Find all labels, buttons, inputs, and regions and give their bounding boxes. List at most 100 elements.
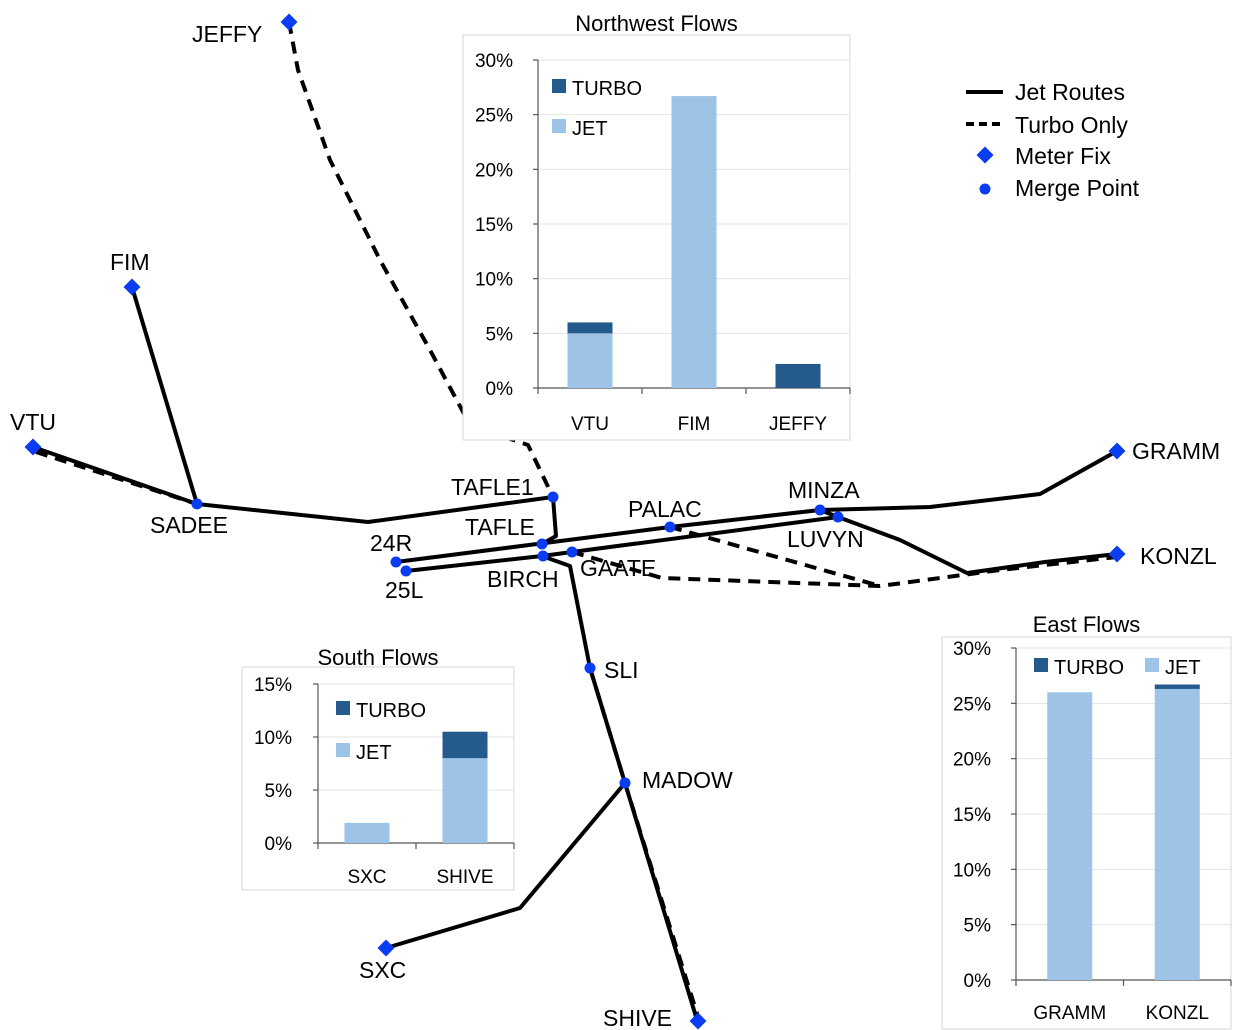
east-flows-chart: East Flows 0% 5% 10% 15% 20% 25% 30% GRAMM KONZL T… <box>941 612 1232 1030</box>
label-fim: FIM <box>110 249 150 275</box>
east-y-tick-label: 25% <box>953 694 991 715</box>
jet-route-sxc <box>384 781 627 950</box>
merge-point-birch <box>537 550 549 562</box>
south-chart-title: South Flows <box>317 645 438 670</box>
label-tafle: TAFLE <box>465 514 535 540</box>
northwest-bar-jet-fim <box>671 96 717 388</box>
south-x-tick-label-shive: SHIVE <box>436 867 493 888</box>
northwest-legend-label-jet: JET <box>572 118 608 140</box>
east-y-tick-label: 0% <box>964 971 992 992</box>
merge-point-24r <box>390 556 402 568</box>
northwest-y-tick-label: 20% <box>475 160 513 181</box>
east-y-tick-label: 20% <box>953 750 991 771</box>
turbo-route-palac <box>669 525 881 588</box>
label-sli: SLI <box>604 657 639 683</box>
northwest-y-tick-label: 25% <box>475 106 513 127</box>
label-luvyn: LUVYN <box>787 526 864 552</box>
south-legend-swatch-turbo <box>336 701 350 715</box>
meter-fixes <box>24 13 1126 1030</box>
northwest-legend-label-turbo: TURBO <box>572 78 642 100</box>
merge-point-25l <box>400 565 412 577</box>
merge-point-palac <box>664 521 676 533</box>
northwest-chart-title: Northwest Flows <box>575 11 738 36</box>
south-y-tick-label: 10% <box>254 728 292 749</box>
east-bar-jet-konzl <box>1154 688 1200 980</box>
merge-point-sli <box>584 662 596 674</box>
northwest-x-tick-label-fim: FIM <box>678 414 711 435</box>
label-25l: 25L <box>385 577 424 603</box>
east-legend-swatch-turbo <box>1034 658 1048 672</box>
meter-fix-shive <box>689 1012 707 1030</box>
northwest-legend-swatch-turbo <box>552 79 566 93</box>
south-bar-turbo-shive <box>442 731 488 759</box>
northwest-flows-chart: Northwest Flows 0% 5% 10% 15% 20% 25% 30% VTU FIM… <box>462 11 851 441</box>
legend-merge-point-label: Merge Point <box>1015 175 1140 201</box>
south-legend-swatch-jet <box>336 743 350 757</box>
label-konzl: KONZL <box>1140 543 1217 569</box>
east-chart-title: East Flows <box>1033 612 1141 637</box>
label-sxc: SXC <box>359 957 406 983</box>
east-y-tick-label: 5% <box>964 916 992 937</box>
jet-route-25l <box>404 515 840 573</box>
meter-fix-sxc <box>377 939 395 957</box>
northwest-bar-turbo-vtu <box>567 322 613 334</box>
northwest-x-tick-label-jeffy: JEFFY <box>769 414 827 435</box>
northwest-y-tick-label: 30% <box>475 51 513 72</box>
merge-points <box>191 491 844 789</box>
map-legend: Jet Routes Turbo Only Meter Fix Merge Po… <box>966 79 1140 201</box>
legend-merge-point-icon <box>979 183 991 195</box>
label-madow: MADOW <box>642 767 733 793</box>
south-y-tick-label: 15% <box>254 675 292 696</box>
meter-fix-fim <box>123 278 141 296</box>
east-y-tick-label: 15% <box>953 805 991 826</box>
meter-fix-gramm <box>1108 442 1126 460</box>
turbo-route-east <box>571 550 1118 588</box>
east-y-tick-label: 10% <box>953 860 991 881</box>
south-y-tick-label: 5% <box>265 781 293 802</box>
fix-labels: JEFFY FIM VTU GRAMM KONZL SXC SHIVE SADE… <box>10 21 1220 1030</box>
merge-point-luvyn <box>832 511 844 523</box>
label-sadee: SADEE <box>150 512 228 538</box>
northwest-y-tick-label: 0% <box>486 379 514 400</box>
jet-route-fim <box>130 285 199 506</box>
east-bar-turbo-konzl <box>1154 684 1200 689</box>
merge-point-tafle <box>536 538 548 550</box>
south-bar-jet-shive <box>442 758 488 843</box>
meter-fix-konzl <box>1108 545 1126 563</box>
merge-point-tafle1 <box>547 491 559 503</box>
south-x-tick-label-sxc: SXC <box>347 867 386 888</box>
merge-point-gaate <box>566 546 578 558</box>
merge-point-sadee <box>191 498 203 510</box>
label-tafle1: TAFLE1 <box>451 474 534 500</box>
east-y-tick-label: 30% <box>953 639 991 660</box>
legend-meter-fix-label: Meter Fix <box>1015 143 1111 169</box>
northwest-legend-swatch-jet <box>552 119 566 133</box>
south-legend-label-jet: JET <box>356 742 392 764</box>
legend-turbo-only-label: Turbo Only <box>1015 112 1128 138</box>
label-minza: MINZA <box>788 477 860 503</box>
east-legend-label-jet: JET <box>1165 657 1201 679</box>
label-24r: 24R <box>370 530 412 556</box>
legend-meter-fix-icon <box>976 146 994 164</box>
meter-fix-jeffy <box>280 13 298 31</box>
label-jeffy: JEFFY <box>192 21 262 47</box>
northwest-bar-turbo-jeffy <box>775 363 821 388</box>
northwest-bar-jet-vtu <box>567 333 613 388</box>
northwest-y-tick-label: 15% <box>475 215 513 236</box>
label-birch: BIRCH <box>487 566 559 592</box>
label-palac: PALAC <box>628 496 702 522</box>
jet-route-24r <box>394 449 1119 564</box>
south-bar-jet-sxc <box>344 822 390 843</box>
east-bar-jet-gramm <box>1047 692 1093 980</box>
east-legend-swatch-jet <box>1145 658 1159 672</box>
merge-point-minza <box>814 504 826 516</box>
east-x-tick-label-konzl: KONZL <box>1146 1003 1209 1024</box>
east-x-tick-label-gramm: GRAMM <box>1033 1003 1106 1024</box>
label-gramm: GRAMM <box>1132 438 1220 464</box>
turbo-route-jeffy <box>287 21 555 498</box>
legend-jet-routes-label: Jet Routes <box>1015 79 1125 105</box>
label-shive: SHIVE <box>603 1005 672 1030</box>
south-flows-chart: South Flows 0% 5% 10% 15% SXC SHIVE TURBO JET <box>241 645 515 891</box>
south-y-tick-label: 0% <box>265 834 293 855</box>
